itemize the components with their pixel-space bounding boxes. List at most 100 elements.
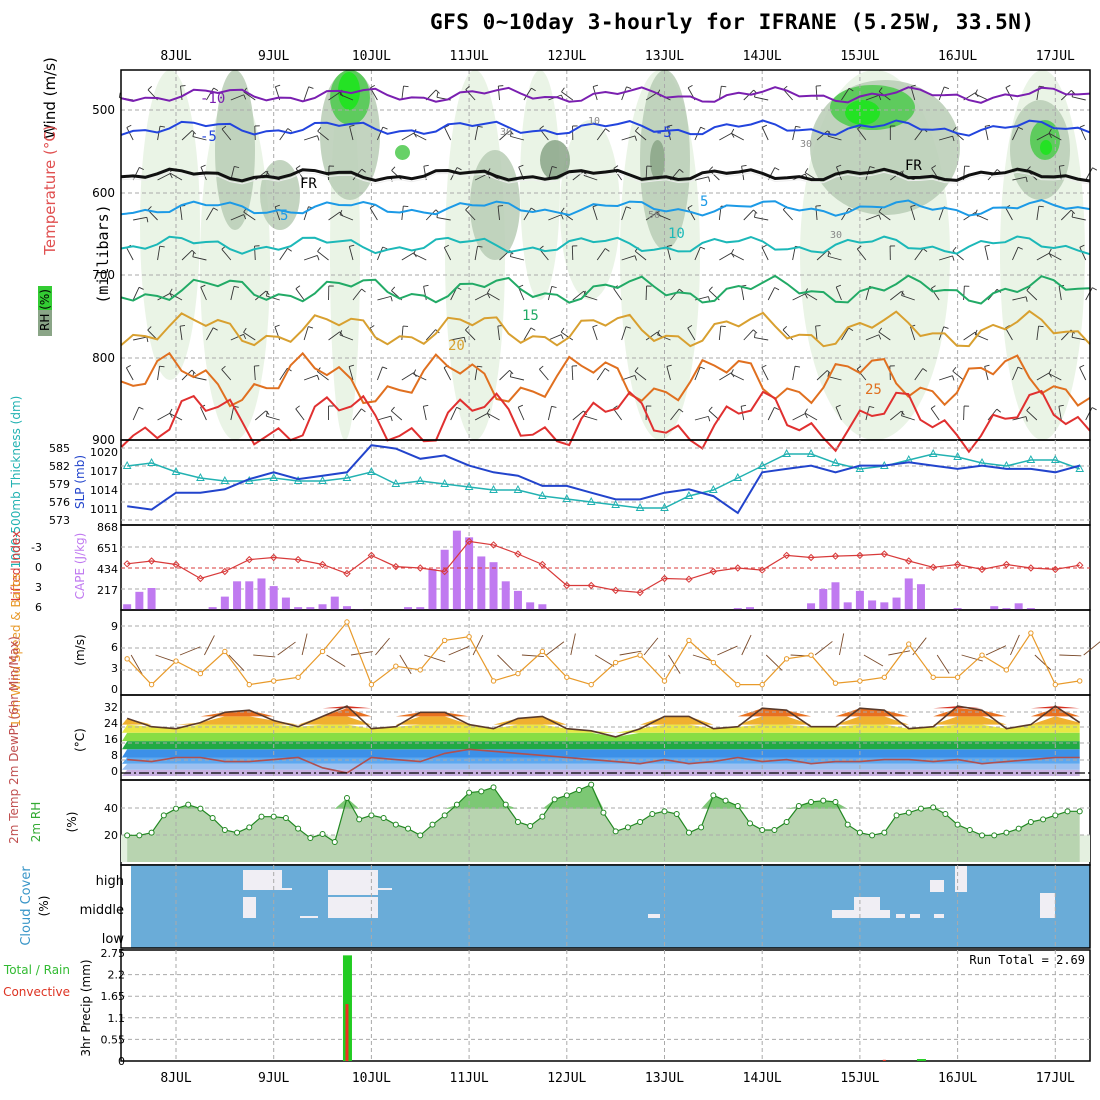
- cloud-panel-frame: [120, 864, 1091, 949]
- contour-label: 15: [522, 308, 539, 324]
- cape-bar: [843, 602, 852, 610]
- surface-wind-barb: [424, 654, 446, 663]
- upper-wind-barb: [700, 126, 706, 130]
- upper-wind-barb: [596, 368, 606, 381]
- upper-wind-barb: [984, 366, 989, 381]
- upper-wind-barb: [761, 367, 769, 381]
- precip-tick: 2.75: [101, 947, 126, 960]
- lifted-index-marker: [318, 560, 327, 569]
- upper-wind-barb: [221, 248, 232, 261]
- rh-marker: [1040, 816, 1047, 823]
- upper-wind-barb: [403, 205, 409, 208]
- upper-wind-barb: [1092, 287, 1097, 291]
- upper-wind-barb: [159, 125, 166, 128]
- upper-wind-barb: [804, 292, 818, 301]
- upper-wind-barb: [592, 206, 598, 221]
- lifted-index-marker: [1051, 565, 1060, 574]
- upper-wind-barb: [192, 256, 207, 261]
- date-label-bottom: 8JUL: [160, 1071, 191, 1086]
- contour-label: 10: [588, 116, 600, 127]
- rh-marker: [795, 803, 802, 809]
- lifted-index-tick: 3: [35, 581, 42, 594]
- upper-wind-barb: [339, 94, 354, 101]
- upper-wind-barb: [931, 165, 936, 169]
- upper-wind-barb: [1048, 368, 1052, 374]
- rh-marker: [356, 816, 363, 823]
- rh-marker: [856, 829, 863, 836]
- rh-marker: [832, 799, 839, 805]
- upper-wind-barb: [423, 284, 429, 287]
- pressure-tick: 600: [92, 186, 115, 200]
- thickness-marker: [147, 457, 156, 466]
- date-label-top: 9JUL: [258, 49, 289, 64]
- surface-wind-barb: [497, 654, 514, 671]
- thickness-marker: [367, 466, 376, 475]
- surface-wind-barb: [448, 645, 470, 656]
- upper-wind-barb: [303, 135, 318, 141]
- upper-wind-barb: [463, 337, 466, 343]
- upper-wind-barb: [731, 133, 744, 141]
- rh-axis-label: RH (%): [38, 289, 52, 331]
- upper-wind-barb: [1012, 296, 1027, 301]
- upper-wind-barb: [133, 216, 147, 221]
- upper-wind-barb: [450, 336, 465, 341]
- upper-wind-barb: [1012, 247, 1019, 261]
- cape-bar: [330, 596, 339, 610]
- upper-wind-barb: [349, 244, 355, 247]
- upper-wind-barb: [181, 249, 193, 261]
- upper-wind-barb: [635, 126, 639, 132]
- upper-wind-barb: [1058, 404, 1064, 407]
- upper-wind-barb: [721, 85, 727, 88]
- temp-contour-10: [120, 235, 1091, 256]
- lifted-index-marker: [856, 551, 864, 560]
- thickness-marker: [928, 448, 938, 457]
- upper-wind-barb: [835, 286, 842, 301]
- upper-wind-barb: [339, 214, 354, 221]
- wind-speed-marker: [124, 656, 130, 662]
- rh-unit-label: (%): [65, 812, 79, 833]
- upper-wind-barb: [159, 365, 165, 368]
- wind-speed-marker: [539, 648, 546, 655]
- upper-wind-barb: [571, 365, 574, 381]
- upper-wind-barb: [230, 214, 244, 221]
- upper-wind-barb: [443, 367, 452, 381]
- upper-wind-barb: [718, 326, 722, 341]
- cape-bar: [831, 582, 840, 610]
- upper-wind-barb: [146, 217, 149, 223]
- surface-wind-barb: [326, 654, 346, 668]
- freezing-level-contour: [120, 171, 1091, 185]
- upper-wind-barb: [352, 408, 362, 421]
- upper-wind-barb: [621, 375, 636, 381]
- upper-wind-barb: [1036, 372, 1050, 381]
- wind-speed-marker: [808, 652, 814, 658]
- upper-wind-barb: [815, 86, 818, 101]
- upper-wind-barb: [243, 214, 247, 220]
- upper-wind-barb: [243, 331, 256, 341]
- upper-wind-barb: [1018, 126, 1024, 130]
- thickness-marker: [342, 472, 352, 481]
- upper-wind-barb: [192, 136, 207, 141]
- rh-shading: [1030, 120, 1060, 160]
- upper-wind-barb: [275, 84, 281, 88]
- cape-bar: [745, 607, 754, 610]
- upper-wind-barb: [687, 325, 693, 329]
- upper-wind-barb: [444, 244, 449, 248]
- temp-color-band: [122, 708, 1080, 717]
- rh-marker: [478, 788, 485, 795]
- upper-wind-barb: [572, 410, 584, 421]
- date-label-top: 11JUL: [450, 49, 489, 64]
- upper-wind-barb: [741, 164, 747, 167]
- surface-wind-barb: [888, 650, 911, 656]
- upper-wind-barb: [592, 326, 598, 341]
- wind-tick: 0: [111, 683, 118, 696]
- upper-wind-barb: [645, 331, 658, 341]
- pressure-tick: 500: [92, 103, 115, 117]
- rh-marker: [417, 832, 424, 839]
- upper-wind-barb: [265, 290, 269, 297]
- thickness-marker: [538, 490, 547, 499]
- upper-wind-barb: [169, 288, 173, 294]
- upper-wind-barb: [730, 369, 734, 375]
- upper-wind-barb: [804, 412, 818, 421]
- upper-wind-barb: [230, 286, 235, 301]
- precip-tick: 0.55: [101, 1033, 126, 1046]
